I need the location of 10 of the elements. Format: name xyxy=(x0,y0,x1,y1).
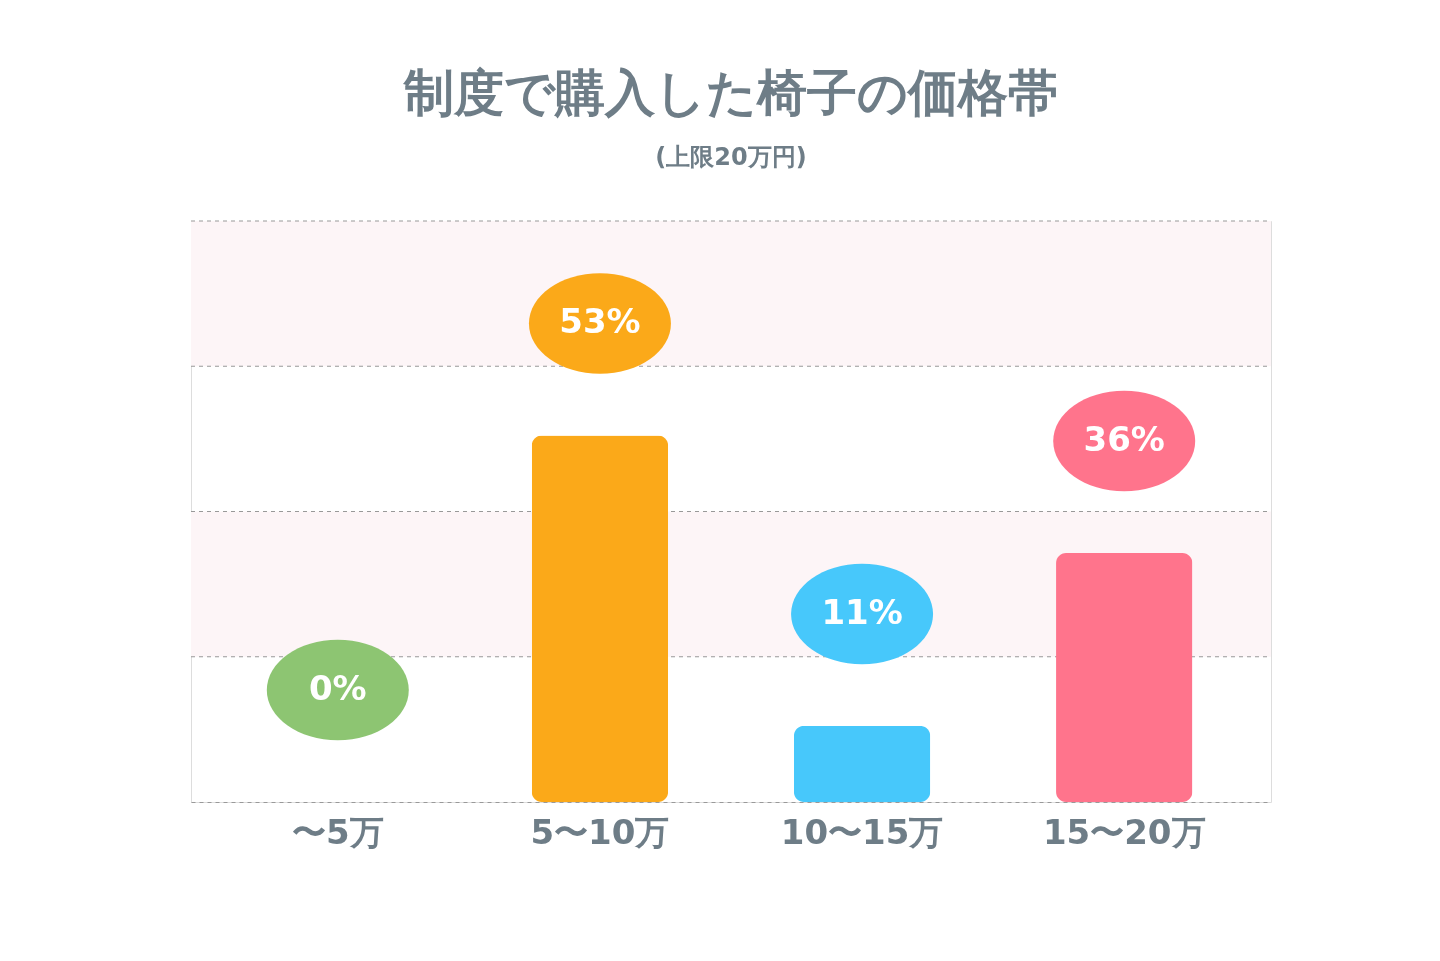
data-label: 11% xyxy=(821,591,903,632)
data-label: 0% xyxy=(308,668,367,708)
x-tick-label: 10〜15万 xyxy=(780,811,944,852)
x-tick-label: 15〜20万 xyxy=(1042,811,1206,852)
x-tick-label: 5〜10万 xyxy=(530,811,670,852)
chart-subtitle: (上限20万円) xyxy=(655,143,807,172)
data-label: 53% xyxy=(559,301,641,342)
x-tick-label: 〜5万 xyxy=(291,811,384,852)
chart-title: 制度で購入した椅子の価格帯 xyxy=(402,64,1058,123)
data-label: 36% xyxy=(1083,419,1165,459)
